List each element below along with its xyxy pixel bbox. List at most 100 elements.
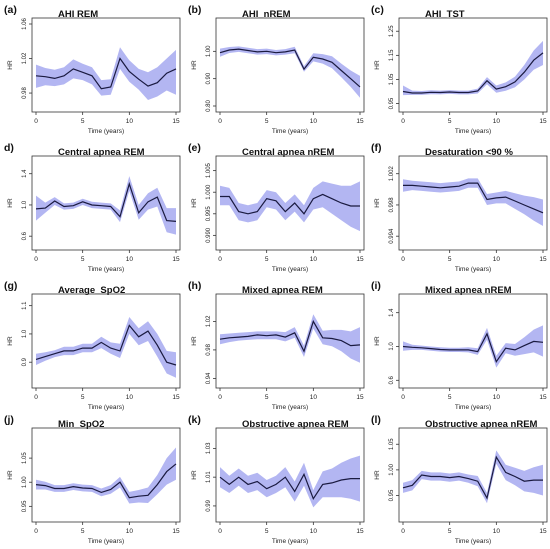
hr-estimate-line <box>35 57 177 90</box>
x-tick-label: 5 <box>81 528 85 535</box>
y-tick-label: 1.02 <box>206 315 212 327</box>
x-tick-label: 15 <box>356 528 364 535</box>
x-tick-label: 5 <box>81 256 85 263</box>
x-tick-label: 5 <box>448 394 452 401</box>
y-axis-label: HR <box>7 470 14 480</box>
chart-title: Obstructive apnea REM <box>242 419 349 430</box>
x-tick-label: 15 <box>356 394 364 401</box>
chart-panel: (f) Desaturation <90 % 0 5 10 15 0.994 0.998 1.0… <box>367 138 550 274</box>
y-tick-label: 1.000 <box>206 184 212 200</box>
confidence-band <box>36 176 176 235</box>
chart-plot: 0 5 10 15 0.95 1.05 1.15 1.25 Time (years) HR <box>374 17 548 135</box>
chart-panel: (a) AHI REM 0 5 10 15 0.98 1.02 1.06 Time (years)… <box>0 0 183 136</box>
x-tick-label: 10 <box>126 118 134 125</box>
hr-estimate-line <box>35 324 177 366</box>
x-axis-label: Time (years) <box>272 538 308 545</box>
y-tick-label: 1.25 <box>389 25 395 37</box>
y-axis-label: HR <box>374 60 381 70</box>
chart-title: Desaturation <90 % <box>425 147 513 158</box>
chart-panel: (b) AHI_nREM 0 5 10 15 0.80 0.90 1.00 Time (years… <box>184 0 367 136</box>
confidence-band <box>403 325 543 368</box>
hr-estimate-line <box>219 319 361 353</box>
y-tick-label: 0.95 <box>389 489 395 501</box>
panel-letter: (b) <box>188 4 202 16</box>
x-tick-label: 0 <box>34 394 38 401</box>
plot-frame <box>31 293 181 389</box>
hr-estimate-line <box>35 463 177 499</box>
y-tick-label: 1.00 <box>206 45 212 57</box>
x-axis-label: Time (years) <box>455 128 491 135</box>
y-tick-label: 1.002 <box>389 166 395 182</box>
x-tick-label: 0 <box>401 394 405 401</box>
x-axis-label: Time (years) <box>272 404 308 411</box>
chart-title: Central apnea nREM <box>242 147 335 158</box>
y-tick-label: 1.0 <box>389 342 395 351</box>
y-tick-label: 1.00 <box>389 463 395 475</box>
x-tick-label: 15 <box>539 528 547 535</box>
x-tick-label: 5 <box>448 528 452 535</box>
x-axis-label: Time (years) <box>272 128 308 135</box>
hr-estimate-line <box>219 48 361 88</box>
confidence-band <box>403 450 543 504</box>
y-tick-label: 1.02 <box>22 52 28 64</box>
x-axis-label: Time (years) <box>455 266 491 273</box>
x-tick-label: 0 <box>34 528 38 535</box>
x-tick-label: 15 <box>539 256 547 263</box>
x-axis-label: Time (years) <box>88 538 124 545</box>
x-tick-label: 5 <box>265 528 269 535</box>
y-tick-label: 0.95 <box>22 500 28 512</box>
chart-plot: 0 5 10 15 0.99 1.01 1.03 Time (years) HR <box>191 427 365 545</box>
plot-frame <box>215 427 365 523</box>
panel-letter: (i) <box>371 280 381 292</box>
chart-plot: 0 5 10 15 0.6 1.0 1.4 Time (years) HR <box>374 293 548 411</box>
y-axis-label: HR <box>191 336 198 346</box>
y-axis-label: HR <box>374 470 381 480</box>
y-tick-label: 0.98 <box>22 87 28 99</box>
panel-letter: (c) <box>371 4 384 16</box>
y-tick-label: 1.05 <box>389 438 395 450</box>
plot-frame <box>398 17 548 113</box>
y-tick-label: 1.01 <box>206 471 212 483</box>
x-axis-label: Time (years) <box>88 266 124 273</box>
x-tick-label: 0 <box>401 256 405 263</box>
panel-letter: (a) <box>4 4 17 16</box>
x-axis-label: Time (years) <box>455 404 491 411</box>
y-tick-label: 1.1 <box>22 301 28 310</box>
x-tick-label: 0 <box>218 118 222 125</box>
y-tick-label: 1.05 <box>22 452 28 464</box>
hr-estimate-line <box>402 52 544 94</box>
chart-panel: (c) AHI_TST 0 5 10 15 0.95 1.05 1.15 1.25 Time (ye… <box>367 0 550 136</box>
confidence-band <box>220 181 360 232</box>
chart-title: Min_SpO2 <box>58 419 105 430</box>
x-tick-label: 0 <box>218 528 222 535</box>
confidence-band <box>403 178 543 226</box>
chart-panel: (e) Central apnea nREM 0 5 10 15 0.990 0.995 1.0… <box>184 138 367 274</box>
panel-letter: (e) <box>188 142 201 154</box>
panel-letter: (g) <box>4 280 18 292</box>
chart-plot: 0 5 10 15 0.6 1.0 1.4 Time (years) HR <box>7 155 181 273</box>
plot-frame <box>215 155 365 251</box>
plot-frame <box>31 155 181 251</box>
x-tick-label: 10 <box>310 118 318 125</box>
chart-title: Mixed apnea REM <box>242 285 323 296</box>
x-tick-label: 10 <box>310 256 318 263</box>
chart-title: AHI REM <box>58 9 99 20</box>
hr-estimate-line <box>402 455 543 500</box>
plot-frame <box>31 427 181 523</box>
y-tick-label: 0.99 <box>206 499 212 511</box>
x-axis-label: Time (years) <box>455 538 491 545</box>
confidence-band <box>220 455 360 508</box>
chart-panel: (k) Obstructive apnea REM 0 5 10 15 0.99 1.01 1.… <box>184 410 367 546</box>
chart-panel: (l) Obstructive apnea nREM 0 5 10 15 0.95 1.00 1… <box>367 410 550 546</box>
hr-estimate-line <box>219 472 360 501</box>
x-tick-label: 10 <box>493 528 501 535</box>
x-tick-label: 10 <box>310 528 318 535</box>
x-tick-label: 0 <box>218 256 222 263</box>
confidence-band <box>36 47 176 100</box>
x-tick-label: 15 <box>356 256 364 263</box>
confidence-band <box>220 46 360 98</box>
y-axis-label: HR <box>191 60 198 70</box>
hr-estimate-line <box>402 332 544 364</box>
x-tick-label: 15 <box>356 118 364 125</box>
x-tick-label: 15 <box>172 394 180 401</box>
